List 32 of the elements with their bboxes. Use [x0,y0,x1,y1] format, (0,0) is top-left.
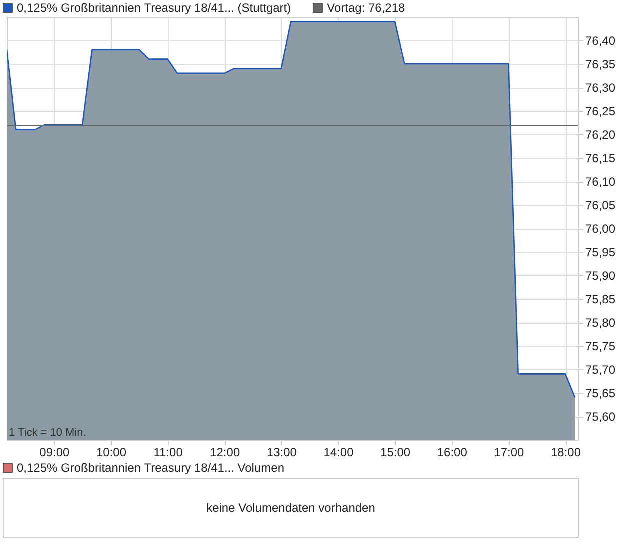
legend-label: Vortag: 76,218 [327,0,406,14]
x-tick-label: 15:00 [380,446,411,460]
y-tick-label: 76,00 [586,222,616,236]
y-tick-label: 76,05 [586,198,616,212]
x-tick-label: 14:00 [324,446,354,460]
y-tick-label: 76,15 [586,152,616,166]
text: keine Volumendaten vorhanden [3,478,579,538]
x-tick-label: 09:00 [40,446,70,460]
y-tick-label: 75,95 [586,246,616,260]
y-tick-label: 76,40 [586,34,616,48]
y-tick-label: 75,60 [586,410,616,424]
y-tick-label: 76,25 [586,104,616,118]
x-tick-label: 18:00 [550,446,582,460]
y-tick-label: 76,35 [586,58,616,72]
x-tick-label: 11:00 [154,446,184,460]
x-tick-label: 10:00 [96,446,127,460]
y-tick-label: 75,90 [586,269,616,283]
y-tick-label: 75,80 [586,316,616,330]
legend-label: 0,125% Großbritannien Treasury 18/41... (Stuttgart) [17,0,292,14]
x-tick-label: 16:00 [437,446,468,460]
y-tick-label: 76,30 [586,81,616,95]
x-tick-label: 12:00 [210,446,240,460]
y-tick-label: 75,85 [586,292,616,306]
annotation: 1 Tick = 10 Min. [9,427,86,439]
y-tick-label: 75,65 [586,386,616,400]
y-tick-label: 75,75 [586,340,616,354]
y-tick-label: 76,10 [586,175,616,189]
y-tick-label: 76,20 [586,128,616,142]
x-tick-label: 17:00 [494,446,525,460]
x-tick-label: 13:00 [266,446,298,460]
y-tick-label: 75,70 [586,363,616,377]
text: 0,125% Großbritannien Treasury 18/41... Volumen [17,461,284,475]
